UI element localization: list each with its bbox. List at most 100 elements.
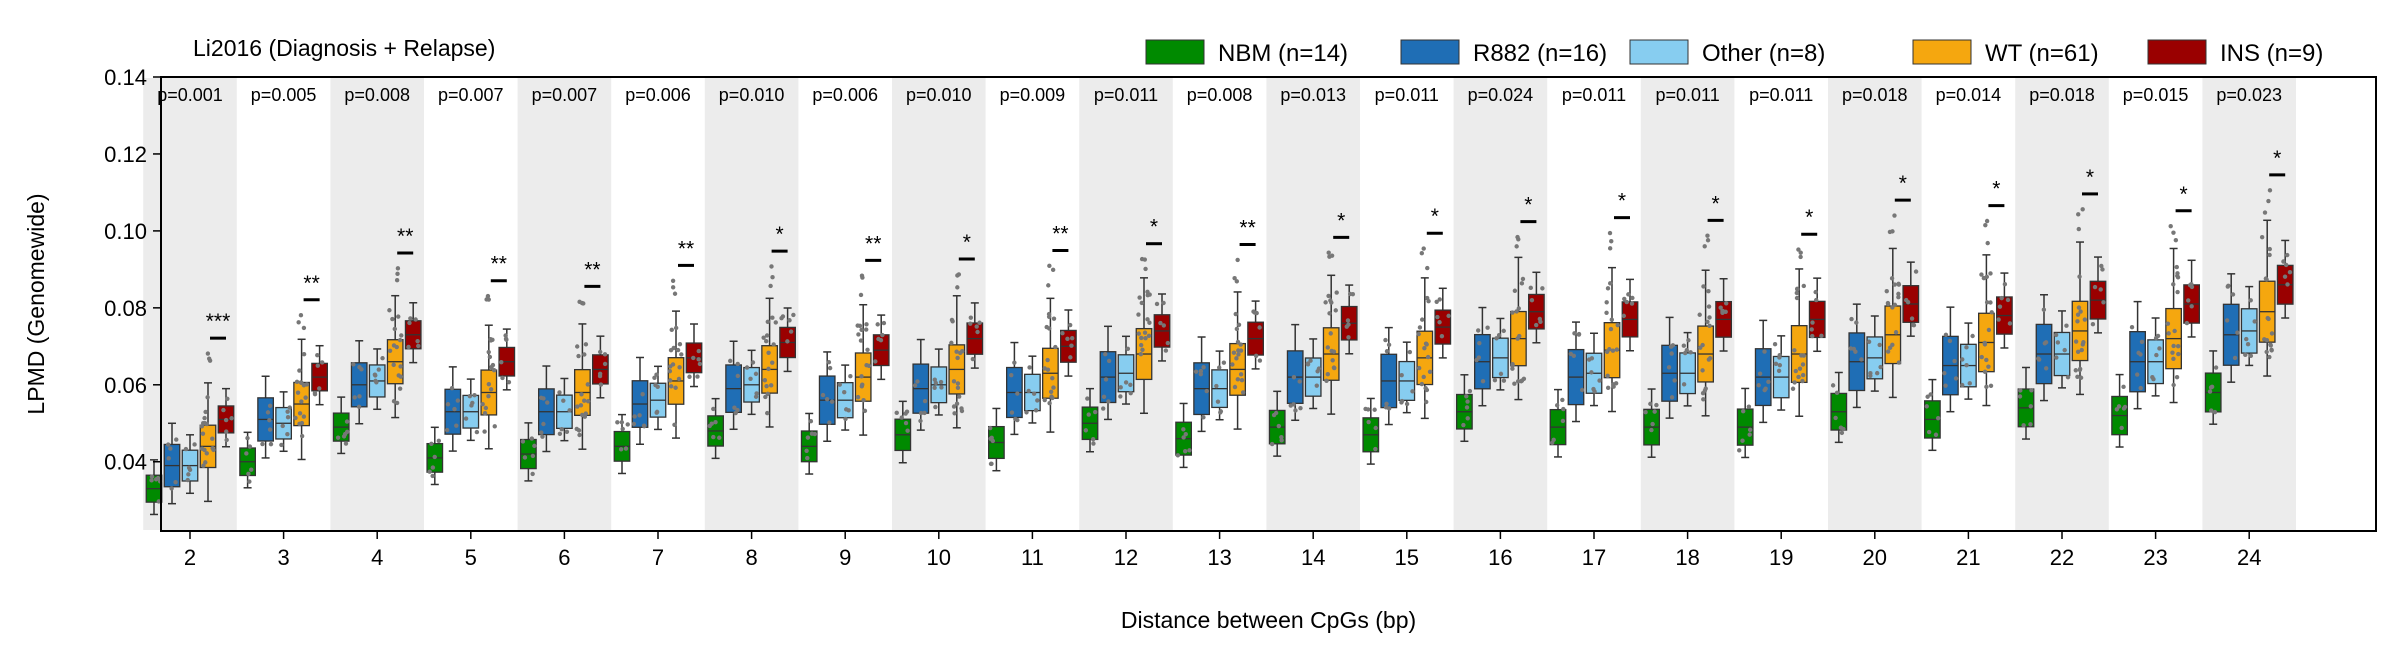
data-point: [1416, 331, 1421, 337]
outlier-point: [670, 278, 676, 283]
data-point: [858, 338, 864, 343]
data-point: [1935, 415, 1941, 421]
category-band: [704, 78, 799, 530]
data-point: [2225, 284, 2230, 289]
data-point: [1866, 339, 1872, 344]
box: [1135, 256, 1153, 415]
data-point: [538, 395, 544, 400]
data-point: [1331, 365, 1337, 370]
data-point: [1747, 432, 1752, 437]
box: [1229, 257, 1246, 430]
data-point: [1604, 310, 1609, 315]
data-point: [1136, 331, 1142, 336]
data-point: [1384, 401, 1389, 406]
data-point: [1960, 382, 1965, 388]
data-point: [1605, 373, 1610, 379]
box: [1268, 390, 1286, 457]
outlier-point: [672, 291, 678, 296]
box: [1942, 306, 1959, 413]
data-point: [1425, 354, 1431, 360]
data-point: [1605, 286, 1611, 291]
data-point: [1841, 426, 1846, 432]
data-point: [352, 395, 357, 400]
p-value-label: p=0.010: [906, 85, 972, 105]
data-point: [1137, 295, 1142, 300]
data-point: [673, 385, 678, 390]
box: [2035, 294, 2053, 402]
legend-swatch: [1629, 39, 1689, 65]
data-point: [430, 465, 436, 470]
data-point: [766, 366, 771, 372]
data-point: [1520, 276, 1526, 282]
data-point: [1201, 365, 1206, 370]
data-point: [1346, 322, 1351, 327]
data-point: [285, 415, 291, 420]
data-point: [1519, 281, 1525, 286]
data-point: [676, 376, 682, 382]
box: [1362, 397, 1380, 465]
data-point: [2248, 353, 2254, 359]
data-point: [224, 429, 229, 434]
outlier-point: [1326, 250, 1331, 255]
data-point: [1106, 358, 1112, 364]
box: [386, 266, 404, 419]
box: [2147, 317, 2165, 397]
data-point: [520, 439, 526, 444]
data-point: [1670, 343, 1676, 348]
data-point: [1083, 428, 1089, 433]
significance-stars: *: [1524, 194, 1532, 217]
data-point: [668, 384, 674, 389]
data-point: [637, 413, 642, 418]
data-point: [974, 324, 979, 329]
outlier-point: [1047, 263, 1052, 269]
box: [800, 412, 818, 475]
data-point: [1476, 328, 1481, 333]
box: [1902, 261, 1920, 337]
outlier-point: [1609, 239, 1614, 244]
data-point: [463, 416, 469, 421]
data-point: [1234, 356, 1239, 361]
data-point: [1437, 320, 1442, 325]
box: [538, 365, 555, 453]
data-point: [577, 432, 582, 438]
data-point: [711, 434, 716, 440]
box: [1960, 322, 1977, 400]
y-tick-label: 0.06: [104, 373, 147, 398]
data-point: [1624, 299, 1629, 305]
x-tick-label: 4: [371, 545, 383, 570]
data-point: [2101, 300, 2106, 305]
legend-label: INS (n=9): [2220, 40, 2323, 67]
box: [872, 314, 890, 381]
x-tick-label: 23: [2143, 545, 2167, 570]
data-point: [1797, 366, 1803, 371]
box: [1286, 323, 1304, 422]
data-point: [391, 362, 396, 368]
data-point: [199, 424, 205, 429]
data-point: [2092, 284, 2098, 290]
data-point: [2138, 385, 2143, 391]
data-point: [1997, 304, 2003, 309]
data-point: [2062, 347, 2067, 353]
data-point: [467, 394, 473, 399]
data-point: [677, 341, 683, 347]
data-point: [1943, 332, 1949, 338]
box: [520, 422, 537, 482]
x-tick-label: 7: [652, 545, 664, 570]
outlier-point: [1983, 222, 1988, 228]
data-point: [1498, 371, 1504, 377]
data-point: [265, 410, 271, 415]
data-point: [1050, 375, 1055, 381]
data-point: [1510, 361, 1515, 367]
chart-title: Li2016 (Diagnosis + Relapse): [193, 35, 495, 61]
outlier-point: [1232, 275, 1237, 281]
data-point: [246, 471, 251, 476]
data-point: [2171, 343, 2176, 349]
data-point: [298, 380, 304, 385]
data-point: [1718, 305, 1723, 310]
box: [667, 278, 685, 439]
data-point: [1314, 383, 1319, 388]
p-value-label: p=0.023: [2216, 85, 2282, 105]
data-point: [1630, 295, 1635, 301]
data-point: [1467, 388, 1473, 394]
data-point: [1139, 300, 1144, 306]
